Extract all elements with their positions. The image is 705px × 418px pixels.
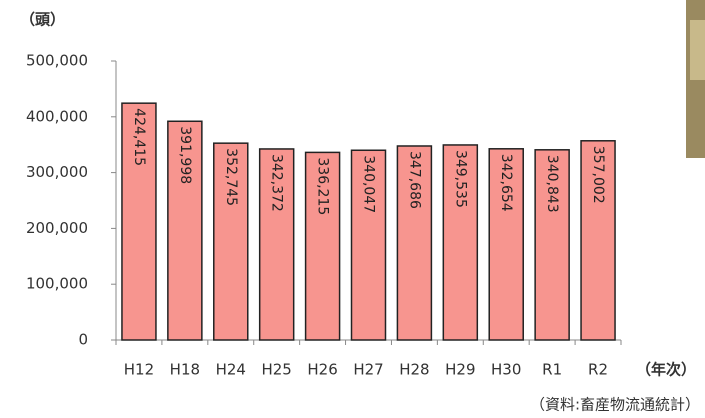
y-tick-label: 500,000 — [26, 52, 88, 70]
bar — [442, 144, 479, 341]
bar — [488, 148, 524, 341]
bar — [258, 148, 295, 341]
y-tick-label: 300,000 — [26, 163, 88, 181]
value-label: 336,215 — [315, 157, 331, 215]
bar — [396, 145, 433, 341]
x-tick-label: R1 — [542, 361, 562, 379]
value-label: 340,047 — [361, 155, 377, 213]
bar — [350, 149, 387, 341]
bar — [167, 120, 203, 341]
value-label: 342,654 — [498, 154, 514, 212]
value-label: 424,415 — [131, 108, 147, 166]
value-label: 347,686 — [406, 151, 422, 209]
value-label: 352,745 — [223, 148, 239, 206]
source-note: （資料:畜産物流通統計） — [530, 396, 700, 414]
x-tick-label: H18 — [170, 361, 200, 379]
photo-detail — [690, 20, 705, 80]
value-label: 357,002 — [590, 146, 606, 204]
value-label: 342,372 — [269, 154, 285, 212]
x-tick-label: H27 — [353, 361, 383, 379]
value-label: 391,998 — [177, 126, 193, 184]
y-axis-label: （頭） — [20, 11, 65, 29]
y-tick-label: 100,000 — [26, 275, 88, 293]
value-label: 340,843 — [544, 155, 560, 213]
bar — [121, 102, 157, 341]
bar — [580, 140, 616, 341]
bar — [534, 149, 570, 341]
x-tick-label: H26 — [307, 361, 337, 379]
x-tick-label: H28 — [399, 361, 429, 379]
x-tick-label: H12 — [124, 361, 154, 379]
y-tick-label: 200,000 — [26, 219, 88, 237]
value-label: 349,535 — [452, 150, 468, 208]
x-tick-label: H24 — [216, 361, 246, 379]
y-tick-label: 400,000 — [26, 107, 88, 125]
bar — [304, 151, 341, 341]
x-axis-label: （年次） — [636, 361, 696, 379]
x-tick-label: R2 — [588, 361, 608, 379]
x-tick-label: H25 — [261, 361, 291, 379]
bar — [213, 142, 249, 341]
x-tick-label: H30 — [491, 361, 521, 379]
x-tick-label: H29 — [445, 361, 475, 379]
y-tick-label: 0 — [78, 331, 88, 349]
